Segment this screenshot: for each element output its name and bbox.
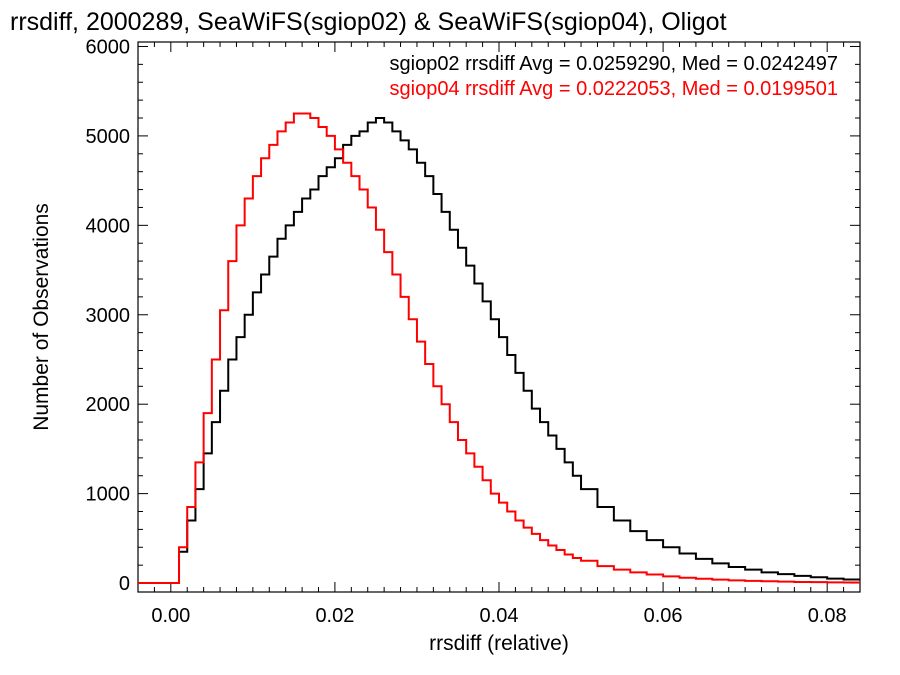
y-axis-title: Number of Observations	[30, 203, 53, 431]
legend: sgiop02 rrsdiff Avg = 0.0259290, Med = 0…	[390, 53, 839, 100]
plot-area	[137, 41, 861, 593]
y-tick-label: 4000	[86, 215, 131, 237]
x-tick-label: 0.02	[315, 605, 354, 627]
x-axis-title: rrsdiff (relative)	[429, 632, 569, 655]
y-tick-label: 1000	[86, 484, 131, 506]
x-axis: 0.00 0.02 0.04 0.06 0.08	[137, 42, 861, 627]
x-tick-label: 0.06	[644, 605, 683, 627]
y-tick-label: 5000	[86, 126, 131, 148]
y-tick-label: 6000	[86, 36, 131, 58]
y-tick-label: 2000	[86, 394, 131, 416]
chart-title: rrsdiff, 2000289, SeaWiFS(sgiop02) & Sea…	[10, 8, 727, 36]
x-tick-label: 0.08	[808, 605, 847, 627]
x-tick-label: 0.04	[480, 605, 519, 627]
x-tick-label: 0.00	[151, 605, 190, 627]
legend-entry-sgiop02: sgiop02 rrsdiff Avg = 0.0259290, Med = 0…	[390, 53, 839, 75]
y-axis: 0 1000 2000 3000 4000 5000 6000	[86, 36, 860, 595]
plot-frame	[137, 41, 861, 593]
series-line-sgiop04	[138, 112, 860, 585]
legend-entry-sgiop04: sgiop04 rrsdiff Avg = 0.0222053, Med = 0…	[390, 78, 839, 100]
y-tick-label: 0	[119, 573, 130, 595]
series-layer	[138, 112, 860, 585]
series-line-sgiop02	[138, 117, 860, 585]
y-tick-label: 3000	[86, 305, 131, 327]
